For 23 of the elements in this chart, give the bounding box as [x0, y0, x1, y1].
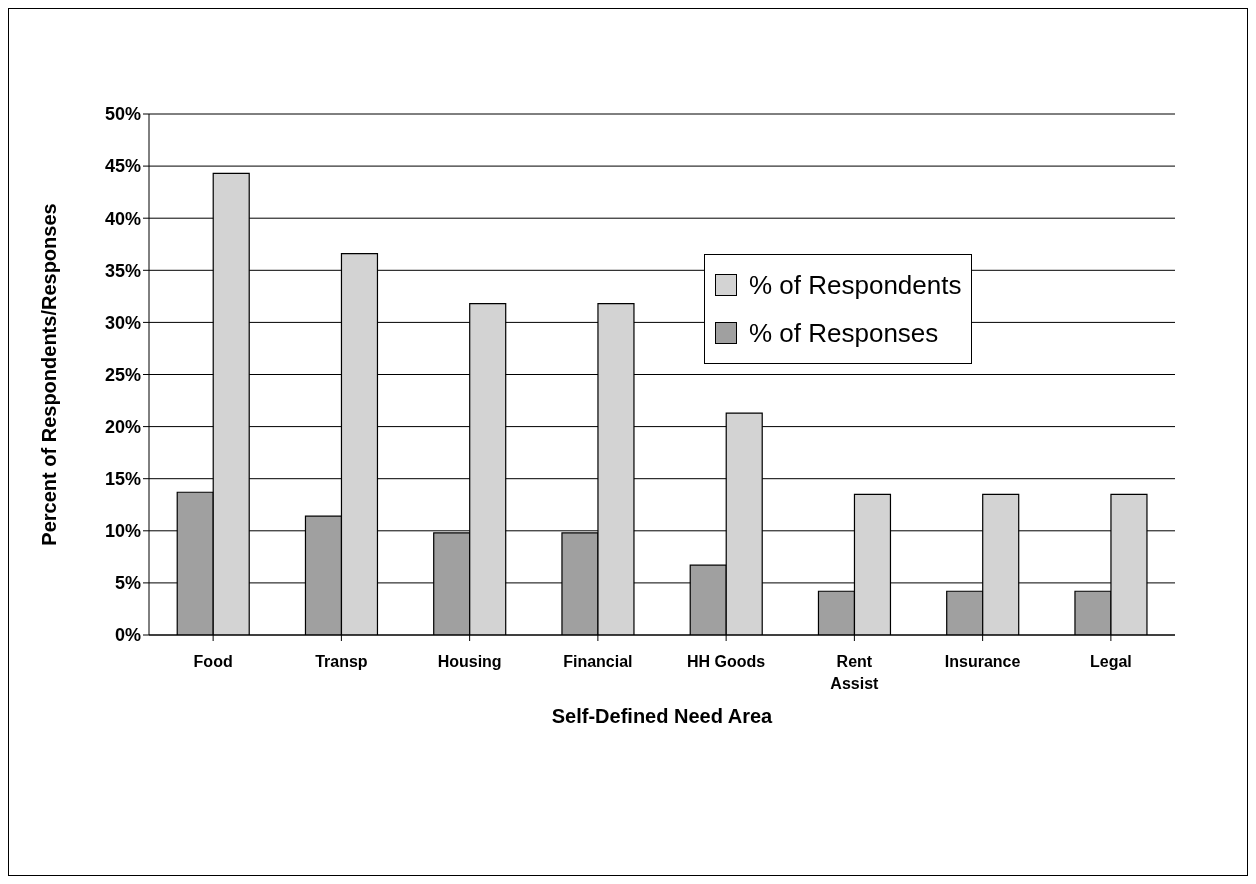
x-tick-label: Food: [193, 653, 233, 670]
y-tick-label: 50%: [104, 104, 141, 125]
y-axis-title: Percent of Respondents/Responses: [38, 203, 61, 546]
x-tick-label: Transp: [315, 653, 368, 670]
x-tick-label: Insurance: [944, 653, 1021, 670]
y-tick-label: 15%: [104, 469, 141, 490]
legend-label: % of Respondents: [749, 269, 962, 301]
y-tick-label: 30%: [104, 312, 141, 333]
x-tick-label: Housing: [437, 653, 502, 670]
y-tick-label: 25%: [104, 364, 141, 385]
x-axis-title: Self-Defined Need Area: [551, 705, 774, 727]
x-tick-label: Rent Assist: [830, 653, 880, 692]
x-tick-label: HH Goods: [687, 653, 766, 670]
legend-label: % of Responses: [749, 317, 939, 349]
y-tick-label: 10%: [104, 521, 141, 542]
x-tick-label: Legal: [1089, 653, 1132, 670]
y-tick-label: 0%: [114, 625, 141, 646]
y-tick-label: 35%: [104, 260, 141, 281]
y-tick-label: 5%: [114, 573, 141, 594]
y-tick-label: 20%: [104, 416, 141, 437]
y-tick-label: 45%: [104, 156, 141, 177]
y-tick-label: 40%: [104, 208, 141, 229]
x-tick-label: Financial: [563, 653, 633, 670]
